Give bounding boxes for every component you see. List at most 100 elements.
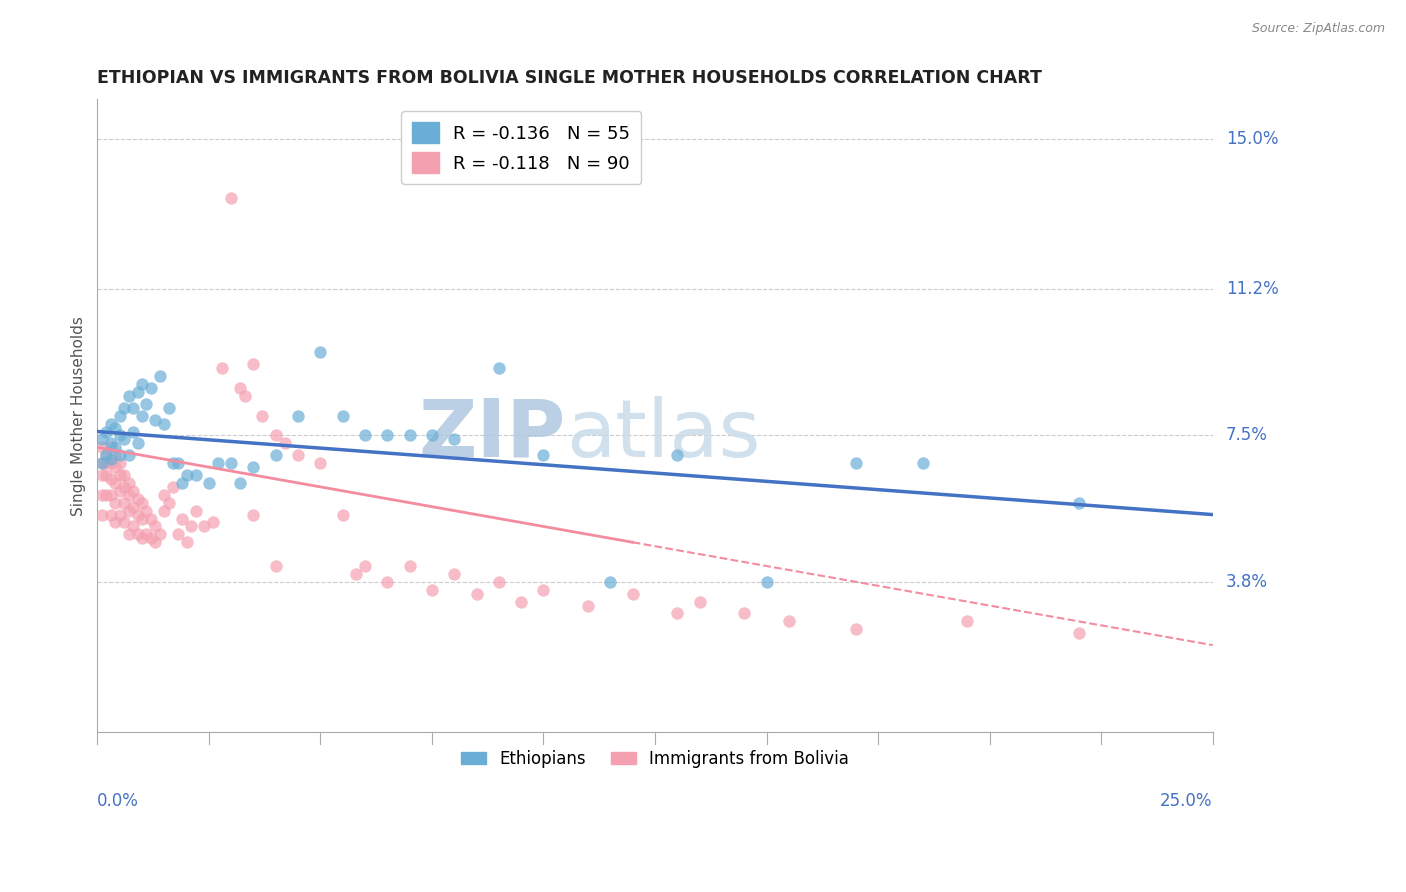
Point	[198, 475, 221, 490]
Point	[100, 456, 122, 470]
Point	[184, 468, 207, 483]
Point	[131, 511, 153, 525]
Point	[242, 460, 264, 475]
Point	[354, 428, 377, 442]
Point	[599, 574, 621, 589]
Point	[242, 357, 264, 371]
Point	[122, 500, 145, 514]
Point	[211, 361, 233, 376]
Point	[172, 511, 194, 525]
Point	[193, 519, 215, 533]
Point	[172, 475, 194, 490]
Point	[131, 409, 153, 423]
Point	[100, 452, 122, 467]
Point	[533, 582, 555, 597]
Point	[443, 433, 465, 447]
Point	[100, 488, 122, 502]
Point	[90, 456, 112, 470]
Point	[96, 448, 118, 462]
Point	[332, 508, 354, 522]
Text: 11.2%: 11.2%	[1226, 280, 1279, 298]
Point	[100, 440, 122, 454]
Point	[845, 623, 868, 637]
Point	[180, 519, 202, 533]
Point	[112, 516, 135, 530]
Point	[104, 448, 127, 462]
Point	[139, 381, 162, 395]
Point	[344, 566, 367, 581]
Point	[207, 456, 229, 470]
Point	[96, 448, 118, 462]
Point	[157, 496, 180, 510]
Point	[398, 428, 420, 442]
Point	[375, 574, 398, 589]
Point	[252, 409, 274, 423]
Point	[576, 599, 599, 613]
Point	[264, 559, 287, 574]
Text: ZIP: ZIP	[419, 396, 565, 474]
Point	[354, 559, 377, 574]
Point	[127, 508, 149, 522]
Point	[108, 456, 131, 470]
Point	[139, 531, 162, 545]
Point	[90, 468, 112, 483]
Point	[131, 496, 153, 510]
Point	[117, 448, 139, 462]
Point	[139, 511, 162, 525]
Y-axis label: Single Mother Households: Single Mother Households	[72, 316, 86, 516]
Point	[112, 480, 135, 494]
Point	[122, 401, 145, 415]
Point	[100, 508, 122, 522]
Point	[166, 456, 188, 470]
Point	[264, 428, 287, 442]
Point	[845, 456, 868, 470]
Point	[127, 436, 149, 450]
Point	[778, 615, 800, 629]
Point	[375, 428, 398, 442]
Point	[127, 527, 149, 541]
Point	[108, 448, 131, 462]
Point	[108, 409, 131, 423]
Text: ETHIOPIAN VS IMMIGRANTS FROM BOLIVIA SINGLE MOTHER HOUSEHOLDS CORRELATION CHART: ETHIOPIAN VS IMMIGRANTS FROM BOLIVIA SIN…	[97, 69, 1042, 87]
Point	[135, 527, 157, 541]
Point	[219, 191, 242, 205]
Point	[90, 440, 112, 454]
Point	[100, 472, 122, 486]
Text: atlas: atlas	[565, 396, 761, 474]
Point	[131, 531, 153, 545]
Legend: Ethiopians, Immigrants from Bolivia: Ethiopians, Immigrants from Bolivia	[454, 743, 856, 774]
Point	[117, 488, 139, 502]
Point	[117, 503, 139, 517]
Point	[122, 425, 145, 439]
Point	[153, 488, 176, 502]
Point	[162, 480, 184, 494]
Point	[166, 527, 188, 541]
Point	[143, 519, 166, 533]
Point	[465, 587, 488, 601]
Point	[157, 401, 180, 415]
Point	[90, 488, 112, 502]
Point	[666, 607, 689, 621]
Point	[162, 456, 184, 470]
Point	[309, 345, 332, 359]
Point	[202, 516, 225, 530]
Point	[420, 428, 443, 442]
Point	[176, 468, 198, 483]
Point	[1067, 496, 1090, 510]
Point	[90, 456, 112, 470]
Point	[96, 425, 118, 439]
Point	[956, 615, 979, 629]
Point	[176, 535, 198, 549]
Point	[287, 448, 309, 462]
Point	[108, 428, 131, 442]
Point	[135, 397, 157, 411]
Point	[117, 389, 139, 403]
Point	[104, 440, 127, 454]
Point	[108, 483, 131, 498]
Point	[219, 456, 242, 470]
Text: 25.0%: 25.0%	[1160, 791, 1213, 810]
Point	[733, 607, 755, 621]
Point	[112, 496, 135, 510]
Point	[104, 496, 127, 510]
Point	[443, 566, 465, 581]
